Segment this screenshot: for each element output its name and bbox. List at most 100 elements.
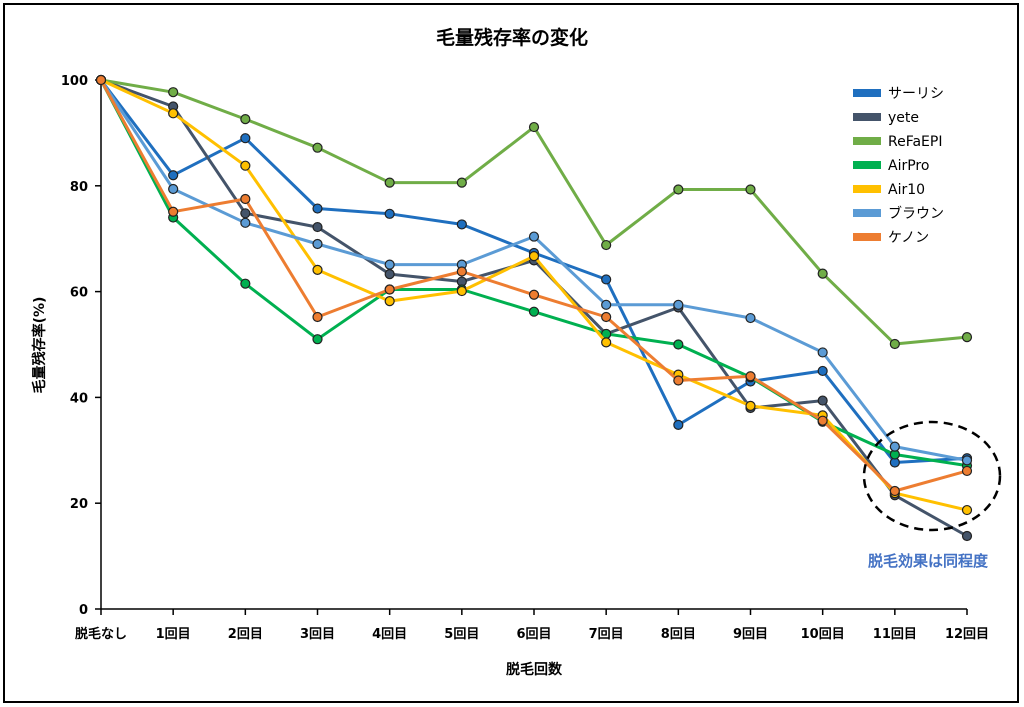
annotation-text: 脱毛効果は同程度 bbox=[868, 552, 989, 570]
series-group bbox=[95, 74, 973, 466]
data-point bbox=[601, 239, 612, 251]
data-point bbox=[384, 269, 395, 280]
legend-label: AirPro bbox=[888, 158, 929, 174]
y-tick-label: 40 bbox=[70, 391, 88, 406]
data-point bbox=[312, 221, 323, 233]
data-point bbox=[384, 296, 395, 307]
legend-swatch bbox=[853, 161, 881, 169]
data-point bbox=[673, 339, 684, 350]
x-tick-label: 脱毛なし bbox=[75, 626, 127, 642]
x-tick-label: 4回目 bbox=[372, 627, 407, 642]
x-tick-label: 6回目 bbox=[516, 627, 551, 642]
series-group bbox=[95, 74, 973, 516]
x-tick-label: 2回目 bbox=[228, 627, 263, 642]
data-point bbox=[384, 177, 395, 188]
data-point bbox=[961, 530, 973, 542]
data-point bbox=[601, 274, 612, 285]
y-tick-label: 60 bbox=[70, 286, 88, 301]
data-point bbox=[312, 311, 323, 323]
x-tick-label: 9回目 bbox=[733, 627, 768, 642]
data-point bbox=[312, 264, 323, 276]
data-point bbox=[673, 419, 684, 431]
x-tick-label: 5回目 bbox=[444, 627, 479, 642]
data-point bbox=[168, 183, 179, 195]
data-point bbox=[384, 284, 395, 295]
data-point bbox=[817, 415, 828, 426]
data-point bbox=[601, 337, 612, 348]
series-line bbox=[100, 78, 968, 346]
data-point bbox=[168, 108, 179, 119]
data-point bbox=[601, 299, 612, 310]
data-point bbox=[817, 347, 828, 358]
x-tick-label: 10回目 bbox=[801, 627, 845, 642]
data-point bbox=[961, 331, 973, 343]
series-line bbox=[99, 79, 968, 468]
y-tick-label: 80 bbox=[70, 180, 88, 195]
data-point bbox=[456, 266, 467, 277]
data-point bbox=[961, 455, 973, 466]
data-point bbox=[456, 219, 467, 230]
axes: 0 20 40 60 80 100 脱毛なし 1回目 2回目 3回目 4回目 5回目 6回目 7回目 8回目… bbox=[61, 74, 989, 642]
legend-label: ブラウン bbox=[888, 205, 944, 222]
legend-label: ReFaEPI bbox=[888, 134, 942, 150]
data-point bbox=[889, 338, 900, 350]
legend-swatch bbox=[853, 89, 881, 97]
data-point bbox=[240, 114, 251, 125]
data-point bbox=[240, 193, 251, 205]
series-group bbox=[95, 74, 973, 471]
data-point bbox=[240, 217, 251, 228]
legend-swatch bbox=[853, 233, 881, 241]
y-axis-label: 毛量残存率(%) bbox=[31, 297, 48, 394]
data-point bbox=[240, 133, 251, 144]
legend-swatch bbox=[853, 113, 881, 121]
chart-title: 毛量残存率の変化 bbox=[436, 26, 588, 49]
x-tick-label: 3回目 bbox=[300, 627, 335, 642]
legend-swatch bbox=[853, 185, 881, 193]
data-point bbox=[312, 238, 323, 250]
data-point bbox=[817, 268, 828, 279]
annotation-layer: 脱毛効果は同程度 bbox=[862, 420, 1002, 570]
data-point bbox=[745, 400, 756, 411]
data-point bbox=[168, 206, 179, 217]
data-point bbox=[745, 312, 756, 324]
legend-swatch bbox=[853, 137, 881, 145]
data-point bbox=[673, 299, 684, 310]
data-point bbox=[817, 395, 828, 406]
data-point bbox=[961, 465, 973, 477]
data-point bbox=[889, 441, 900, 452]
data-point bbox=[961, 504, 973, 516]
data-point bbox=[312, 142, 323, 153]
legend-label: yete bbox=[888, 110, 919, 126]
data-point bbox=[528, 231, 540, 242]
data-point bbox=[673, 375, 684, 386]
data-point bbox=[312, 203, 323, 214]
data-point bbox=[168, 87, 179, 98]
data-point bbox=[95, 74, 107, 86]
data-point bbox=[745, 184, 756, 195]
series-group bbox=[95, 74, 973, 497]
data-point bbox=[528, 251, 540, 262]
data-point bbox=[384, 259, 395, 270]
data-point bbox=[817, 365, 828, 377]
data-point bbox=[601, 311, 612, 323]
legend-swatch bbox=[853, 209, 881, 217]
data-point bbox=[240, 278, 251, 289]
data-point bbox=[312, 334, 323, 345]
highlight-ellipse bbox=[862, 420, 1002, 532]
data-point bbox=[889, 485, 900, 497]
data-point bbox=[456, 177, 467, 188]
x-tick-label: 11回目 bbox=[873, 627, 917, 642]
x-axis-label: 脱毛回数 bbox=[506, 661, 563, 678]
data-point bbox=[456, 285, 467, 297]
legend-label: Air10 bbox=[888, 182, 925, 198]
data-point bbox=[745, 371, 756, 382]
data-point bbox=[673, 184, 684, 195]
data-point bbox=[240, 208, 251, 219]
data-point bbox=[384, 208, 395, 219]
x-tick-label: 8回目 bbox=[661, 627, 696, 642]
legend-label: ケノン bbox=[888, 230, 929, 246]
chart-frame bbox=[3, 3, 1019, 703]
legend-label: サーリシ bbox=[888, 86, 944, 102]
